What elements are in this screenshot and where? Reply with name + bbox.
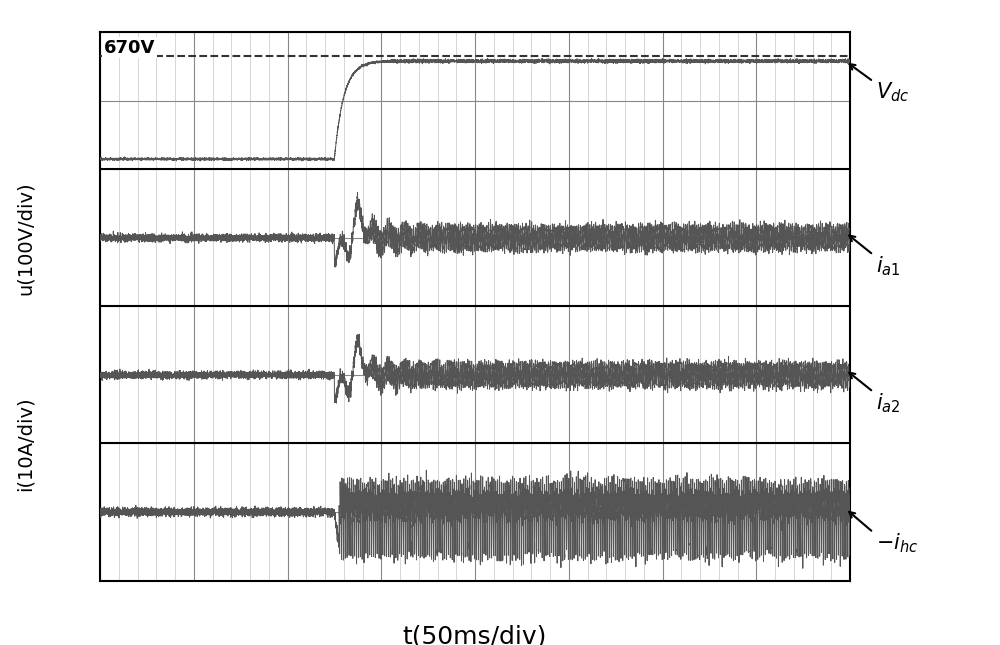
- Text: t(50ms/div): t(50ms/div): [403, 624, 547, 645]
- Text: $i_{a1}$: $i_{a1}$: [876, 254, 901, 278]
- Text: i(10A/div): i(10A/div): [15, 396, 34, 491]
- Text: $V_{dc}$: $V_{dc}$: [876, 81, 910, 104]
- Text: $i_{a2}$: $i_{a2}$: [876, 391, 901, 415]
- Text: 670V: 670V: [104, 39, 155, 57]
- Text: u(100V/div): u(100V/div): [15, 181, 34, 295]
- Text: $-i_{hc}$: $-i_{hc}$: [876, 531, 919, 555]
